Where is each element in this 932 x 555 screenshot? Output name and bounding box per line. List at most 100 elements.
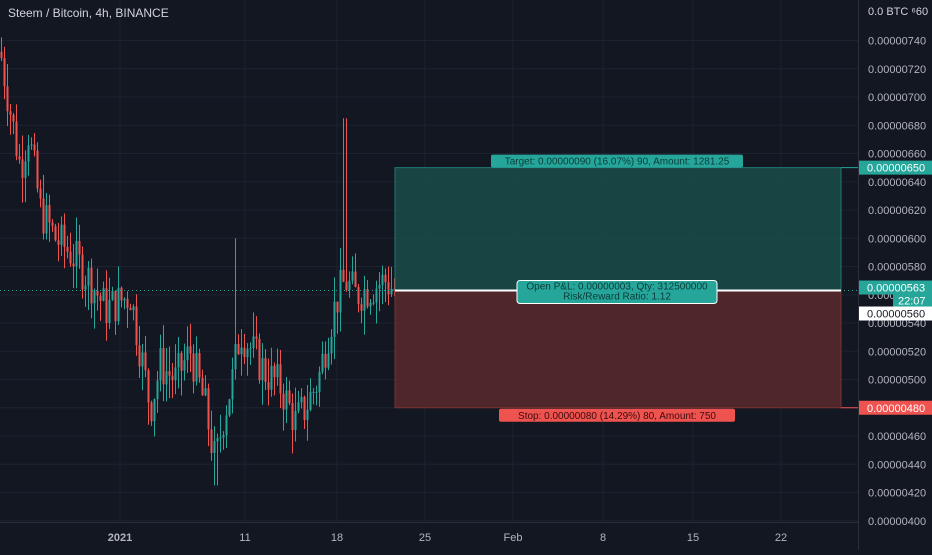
candle-body [315, 391, 318, 393]
candle-body [186, 346, 189, 361]
candle-body [336, 301, 339, 313]
candle-body [162, 348, 165, 385]
candle-body [258, 338, 261, 381]
candle-body [366, 289, 369, 307]
candle-body [75, 241, 78, 267]
candle-body [18, 156, 21, 160]
candle-body [321, 353, 324, 372]
candle-body [15, 121, 18, 157]
candle-body [78, 241, 81, 255]
candle-body [159, 348, 162, 381]
target-price-badge-bg [859, 160, 932, 175]
candle-body [111, 291, 114, 300]
candle-body [90, 267, 93, 304]
candle-body [45, 205, 48, 234]
x-tick-label: 15 [687, 532, 699, 544]
candle-body [123, 298, 126, 301]
candle-body [48, 205, 51, 223]
candle-body [363, 289, 366, 311]
countdown-badge: 22:07 [898, 296, 926, 308]
candle-body [60, 224, 63, 245]
target-zone [394, 167, 842, 292]
candle-body [72, 263, 75, 267]
candle-body [66, 246, 69, 252]
entry-price-badge: 0.00000560 [867, 309, 925, 321]
candle-body [156, 380, 159, 400]
candle-body [24, 161, 27, 178]
candle-body [174, 367, 177, 381]
pnl-label: Open P&L: 0.00000003, Qty: 312500000 [526, 282, 708, 293]
y-tick-label: 0.00000580 [868, 262, 926, 274]
candle-body [327, 353, 330, 368]
candle-body [93, 290, 96, 304]
candle-body [240, 347, 243, 355]
candle-body [198, 353, 201, 378]
candle-body [84, 285, 87, 290]
candle-body [330, 336, 333, 354]
y-tick-label: 0.00000620 [868, 205, 926, 217]
candle-body [339, 269, 342, 313]
x-tick-label: 22 [775, 532, 787, 544]
candle-body [270, 365, 273, 390]
last-price-badge-bg [859, 280, 932, 295]
candle-body [168, 371, 171, 376]
candle-body [291, 403, 294, 431]
candle-body [204, 388, 207, 396]
candle-body [138, 345, 141, 367]
candle-body [237, 344, 240, 355]
candle-body [231, 369, 234, 400]
candle-body [201, 377, 204, 396]
y-tick-label: 0.00000740 [868, 36, 926, 48]
candle-body [171, 375, 174, 381]
candle-body [354, 271, 357, 288]
candle-body [195, 353, 198, 382]
candle-body [114, 291, 117, 322]
candle-body [6, 86, 9, 112]
stop-label-bg [499, 408, 735, 422]
candle-body [96, 290, 99, 296]
y-tick-label: 0.00000600 [868, 233, 926, 245]
candle-body [129, 307, 132, 311]
candle-body [51, 222, 54, 227]
y-tick-label: 0.00000400 [868, 516, 926, 528]
candle-body [42, 198, 45, 234]
candle-body [12, 114, 15, 122]
candle-body [333, 301, 336, 337]
pnl-label-bg [516, 280, 718, 305]
candle-body [294, 411, 297, 431]
candle-body [273, 365, 276, 378]
y-tick-label: 0.00000680 [868, 120, 926, 132]
candle-body [153, 399, 156, 422]
candle-body [63, 224, 66, 247]
candle-body [276, 364, 279, 378]
last-price-badge: 0.00000563 [867, 283, 925, 295]
x-tick-label: 18 [331, 532, 343, 544]
candles-group [0, 37, 396, 486]
candle-body [183, 360, 186, 371]
candle-body [381, 274, 384, 286]
candle-body [300, 396, 303, 403]
candle-body [147, 370, 150, 403]
x-tick-label: 2021 [108, 532, 132, 544]
candle-body [189, 346, 192, 354]
candle-body [207, 388, 210, 430]
risk-reward-label: Risk/Reward Ratio: 1.12 [563, 292, 671, 303]
stop-label: Stop: 0.00000080 (14.29%) 80, Amount: 75… [518, 411, 716, 422]
candle-body [342, 269, 345, 282]
candle-body [177, 353, 180, 368]
chart-title: Steem / Bitcoin, 4h, BINANCE [8, 6, 169, 20]
target-price-badge: 0.00000650 [867, 163, 925, 175]
candle-body [39, 188, 42, 199]
candle-body [390, 288, 393, 295]
x-tick-label: 8 [600, 532, 606, 544]
candle-body [117, 287, 120, 322]
candle-body [285, 390, 288, 410]
candle-body [351, 271, 354, 281]
candle-body [225, 415, 228, 436]
currency-unit-label[interactable]: 0.0 BTC ⁶60 [868, 6, 929, 18]
candle-body [141, 352, 144, 367]
x-tick-label: 11 [239, 532, 250, 544]
candle-body [312, 391, 315, 393]
